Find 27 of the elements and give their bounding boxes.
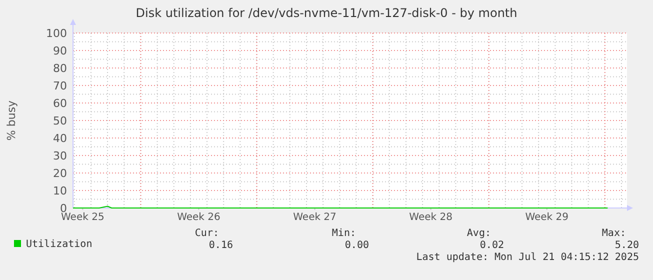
text: Max: — [602, 228, 626, 239]
text: Min: — [332, 228, 356, 239]
x-tick-label: Week 28 — [409, 212, 452, 223]
text: 0.00 — [344, 240, 369, 251]
chart-title: Disk utilization for /dev/vds-nvme-11/vm-127-disk-0 - by month — [136, 6, 518, 20]
legend-label: Utilization — [26, 239, 92, 250]
y-tick-label: 30 — [53, 150, 67, 162]
x-tick-label: Week 25 — [61, 212, 104, 223]
text: Cur: — [194, 228, 219, 239]
text: 0.16 — [208, 240, 233, 251]
text: 5.20 — [614, 240, 639, 251]
y-tick-label: 20 — [53, 167, 67, 180]
y-tick-label: 40 — [53, 132, 67, 145]
text: Avg: — [466, 228, 491, 239]
y-tick-label: 100 — [46, 27, 67, 40]
y-tick-label: 70 — [53, 80, 67, 92]
y-tick-label: 50 — [53, 114, 67, 128]
y-tick-label: 90 — [53, 44, 67, 58]
y-axis-title: % busy — [5, 100, 18, 141]
text: 0.02 — [480, 240, 504, 251]
x-tick-label: Week 27 — [293, 212, 336, 223]
y-tick-label: 80 — [53, 62, 67, 75]
x-tick-label: Week 29 — [525, 212, 569, 223]
x-tick-label: Week 26 — [177, 212, 220, 223]
text: Last update: Mon Jul 21 04:15:12 2025 — [416, 252, 639, 263]
y-tick-label: 10 — [53, 184, 67, 198]
y-tick-label: 60 — [53, 97, 67, 110]
